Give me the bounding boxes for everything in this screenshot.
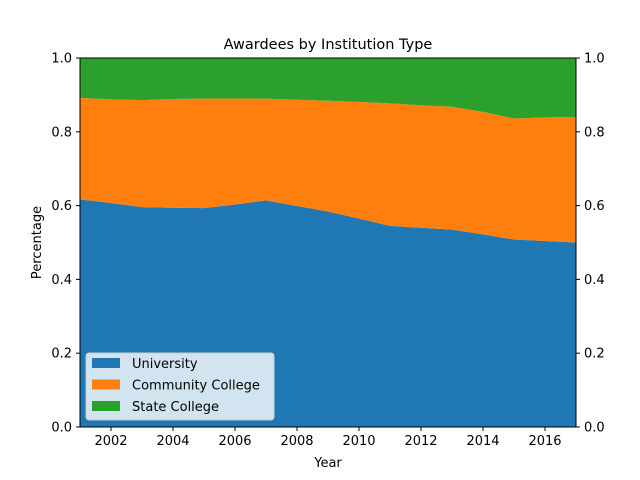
y-axis-left-ticks: 0.0 0.2 0.4 0.6 0.8 1.0 [51,52,80,436]
x-tick-label: 2006 [218,434,251,449]
y-right-tick-label: 0.2 [584,347,605,362]
y-axis-title: Percentage [30,206,45,279]
legend-swatch-university [92,358,120,368]
y-axis-right-ticks: 0.0 0.2 0.4 0.6 0.8 1.0 [576,52,605,436]
y-left-tick-label: 0.2 [51,347,72,362]
x-tick-label: 2004 [156,434,189,449]
x-tick-label: 2002 [94,434,127,449]
y-right-tick-label: 0.6 [584,199,605,214]
legend-swatch-state-college [92,401,120,411]
y-left-tick-label: 0.0 [51,421,72,436]
legend-swatch-community-college [92,379,120,390]
x-axis-title: Year [313,456,342,471]
area-state-college [80,58,576,119]
legend-label-state-college: State College [132,400,219,415]
y-right-tick-label: 0.8 [584,125,605,140]
plot-frame [79,57,577,428]
legend-box [85,352,275,421]
y-right-tick-label: 1.0 [584,52,605,67]
chart-title: Awardees by Institution Type [224,37,433,53]
x-tick-label: 2012 [404,434,437,449]
area-community-college [80,97,576,243]
y-right-tick-label: 0.4 [584,273,605,288]
y-left-tick-label: 0.4 [51,273,72,288]
y-left-tick-label: 0.8 [51,125,72,140]
y-left-tick-label: 0.6 [51,199,72,214]
x-tick-label: 2014 [466,434,499,449]
legend: University Community College State College [85,352,275,421]
x-tick-label: 2010 [342,434,375,449]
y-right-tick-label: 0.0 [584,421,605,436]
y-left-tick-label: 1.0 [51,52,72,67]
x-tick-label: 2016 [528,434,561,449]
legend-label-community-college: Community College [132,379,260,394]
legend-label-university: University [132,357,198,372]
x-axis-ticks: 2002 2004 2006 2008 2010 2012 2014 2016 [94,427,562,449]
x-tick-label: 2008 [280,434,313,449]
